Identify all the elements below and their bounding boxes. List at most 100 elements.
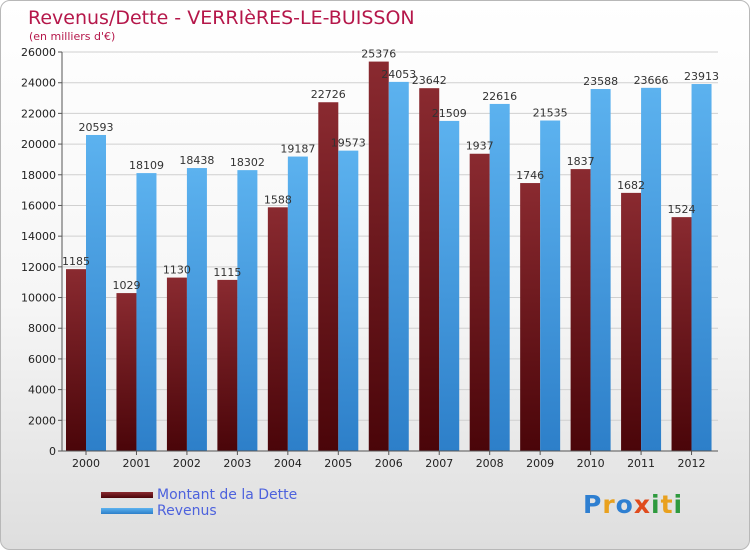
- bar-debt: [318, 102, 339, 451]
- bar-debt: [671, 217, 692, 451]
- bar-revenue: [439, 120, 460, 451]
- data-label-revenue: 22616: [482, 90, 517, 103]
- legend-item-revenue: Revenus: [101, 503, 297, 519]
- y-tick-label: 20000: [21, 138, 56, 151]
- bar-revenue: [86, 134, 106, 451]
- bar-debt: [116, 293, 137, 451]
- logo-letter: i: [651, 490, 661, 519]
- bar-revenue: [641, 87, 662, 451]
- data-label-debt: 1115: [213, 266, 241, 279]
- bar-debt: [217, 279, 238, 451]
- logo-letter: t: [660, 490, 674, 519]
- legend-label-revenue: Revenus: [157, 503, 217, 519]
- data-label-debt: 1937: [466, 140, 494, 153]
- bar-debt: [621, 192, 642, 451]
- legend: Montant de la Dette Revenus: [101, 487, 297, 519]
- bar-revenue: [338, 150, 359, 451]
- y-tick-label: 24000: [21, 77, 56, 90]
- y-tick-label: 26000: [21, 46, 56, 59]
- data-label-debt: 1588: [264, 193, 292, 206]
- data-labels: 1185 20593 1029 18109 1130 18438 1115 18302 1588…: [62, 48, 719, 293]
- data-label-debt: 1029: [112, 279, 140, 292]
- y-tick-label: 14000: [21, 230, 56, 243]
- bar-revenue: [590, 89, 611, 451]
- legend-swatch-revenue: [101, 508, 153, 514]
- x-tick-label: 2004: [274, 457, 302, 470]
- y-tick-label: 10000: [21, 292, 56, 305]
- data-label-debt: 22726: [311, 88, 346, 101]
- logo-letter: o: [615, 490, 634, 519]
- x-tick-label: 2003: [223, 457, 251, 470]
- bar-revenue: [540, 120, 561, 452]
- y-tick-label: 8000: [28, 322, 56, 335]
- bar-revenue: [287, 156, 308, 451]
- y-tick-label: 4000: [28, 384, 56, 397]
- data-label-revenue: 20593: [79, 121, 114, 134]
- y-tick-label: 6000: [28, 353, 56, 366]
- logo-letter: P: [583, 490, 603, 519]
- y-tick-label: 12000: [21, 261, 56, 274]
- y-tick-label: 0: [49, 445, 56, 458]
- x-axis: 2000 2001 2002 2003 2004 2005 2006 2007 2008 2009…: [62, 450, 718, 470]
- data-label-revenue: 21509: [432, 107, 467, 120]
- data-label-debt: 1130: [163, 264, 191, 277]
- logo-letter: r: [602, 490, 616, 519]
- logo-letter: i: [673, 490, 684, 519]
- bar-revenue: [186, 168, 207, 452]
- x-tick-label: 2008: [476, 457, 504, 470]
- bar-debt: [469, 153, 490, 451]
- data-label-revenue: 18438: [179, 154, 214, 167]
- bar-debt: [66, 269, 86, 451]
- bar-debt: [570, 169, 591, 451]
- x-tick-label: 2012: [678, 457, 706, 470]
- y-tick-label: 2000: [28, 414, 56, 427]
- data-label-revenue: 19573: [331, 137, 366, 150]
- data-label-debt: 1185: [62, 255, 90, 268]
- data-label-debt: 1837: [567, 155, 595, 168]
- bar-revenue: [136, 173, 157, 451]
- data-label-revenue: 23588: [583, 75, 618, 88]
- x-tick-label: 2007: [425, 457, 453, 470]
- data-label-revenue: 21535: [533, 107, 568, 120]
- data-label-revenue: 23913: [684, 70, 719, 83]
- data-label-debt: 23642: [412, 74, 447, 87]
- data-label-revenue: 18302: [230, 156, 265, 169]
- data-label-revenue: 19187: [280, 143, 315, 156]
- data-label-debt: 1524: [668, 203, 696, 216]
- x-tick-label: 2009: [526, 457, 554, 470]
- proxiti-logo: Proxiti: [583, 490, 683, 519]
- data-label-debt: 1682: [617, 179, 645, 192]
- x-tick-label: 2001: [122, 457, 150, 470]
- data-label-debt: 1746: [516, 169, 544, 182]
- bar-debt: [267, 207, 288, 451]
- legend-swatch-debt: [101, 492, 153, 498]
- y-axis: 0 2000 4000 6000 8000 10000 12000 14000 16000 180…: [21, 46, 63, 458]
- chart-title: Revenus/Dette - VERRIèRES-LE-BUISSON: [28, 7, 415, 29]
- data-label-revenue: 24053: [381, 68, 416, 81]
- logo-letter: x: [633, 490, 651, 519]
- bar-debt: [520, 183, 541, 451]
- data-label-debt: 25376: [361, 48, 396, 61]
- data-label-revenue: 23666: [634, 74, 669, 87]
- y-tick-label: 22000: [21, 107, 56, 120]
- chart-subtitle: (en milliers d'€): [29, 30, 116, 43]
- y-tick-label: 16000: [21, 199, 56, 212]
- bar-revenue: [237, 170, 258, 451]
- bar-debt: [166, 277, 187, 451]
- x-tick-label: 2010: [577, 457, 605, 470]
- bars: [66, 61, 712, 452]
- bar-revenue: [691, 84, 712, 452]
- x-tick-label: 2011: [627, 457, 655, 470]
- x-tick-label: 2000: [72, 457, 100, 470]
- x-tick-label: 2002: [173, 457, 201, 470]
- x-tick-label: 2005: [324, 457, 352, 470]
- x-tick-label: 2006: [375, 457, 403, 470]
- bar-revenue: [489, 103, 510, 451]
- legend-item-debt: Montant de la Dette: [101, 487, 297, 503]
- legend-label-debt: Montant de la Dette: [157, 487, 298, 503]
- bar-revenue: [388, 81, 409, 451]
- bar-debt: [419, 88, 440, 452]
- bar-debt: [368, 61, 389, 452]
